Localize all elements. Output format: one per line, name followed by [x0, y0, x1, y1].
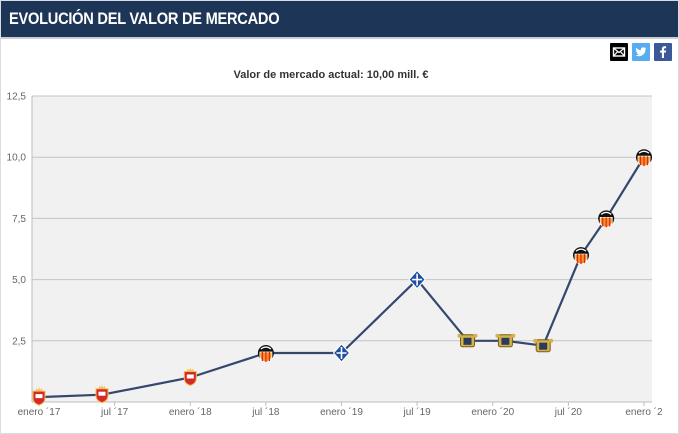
y-tick-label: 7,5: [12, 214, 26, 225]
crest-ear-left: [533, 338, 538, 343]
x-tick-label: enero ´20: [471, 406, 514, 418]
data-point: [32, 387, 46, 406]
crest-bat: [638, 150, 650, 154]
chart-axes: 2,5 5,0 7,5 10,0 12,5 enero ´17 jul ´17 enero ´…: [7, 92, 664, 419]
data-point: [533, 338, 554, 353]
facebook-icon: [660, 46, 667, 58]
x-tick-label: jul ´20: [554, 406, 583, 418]
twitter-icon: [635, 47, 647, 57]
crest-crown: [187, 367, 194, 372]
data-point: [183, 367, 197, 387]
crest-band: [35, 394, 43, 399]
crest-band: [186, 374, 194, 379]
share-email-button[interactable]: [610, 43, 628, 61]
crest-ear-left: [495, 333, 500, 338]
crest-cross: [412, 273, 423, 286]
crest-bat: [600, 211, 612, 215]
crest-band: [98, 391, 106, 396]
crest-stripes: [602, 217, 611, 228]
crest-shield: [463, 337, 472, 345]
data-point: [95, 384, 109, 404]
data-point: [495, 333, 516, 348]
share-twitter-button[interactable]: [632, 43, 650, 61]
y-tick-label: 5,0: [12, 275, 26, 286]
data-point: [598, 210, 615, 228]
data-point: [332, 343, 351, 363]
x-tick-label: enero ´17: [18, 406, 61, 418]
x-tick-label: jul ´18: [251, 406, 280, 418]
data-point: [457, 333, 478, 348]
crest-shield: [539, 342, 548, 350]
chart-title: Valor de mercado actual: 10,00 mill. €: [233, 69, 429, 81]
crest-bat: [575, 248, 587, 252]
x-tick-label: enero ´18: [169, 406, 212, 418]
crest-stripes: [261, 352, 270, 362]
data-point: [408, 269, 426, 290]
crest-stripes: [576, 254, 586, 265]
widget-header: EVOLUCIÓN DEL VALOR DE MERCADO: [1, 1, 678, 39]
crest-stripes: [639, 156, 649, 167]
y-tick-label: 12,5: [7, 92, 27, 103]
envelope-icon: [612, 47, 626, 57]
x-tick-label: enero ´2: [625, 406, 663, 418]
data-point: [257, 345, 274, 363]
y-tick-label: 2,5: [12, 336, 26, 347]
x-tick-label: enero ´19: [320, 406, 363, 418]
data-point: [636, 149, 652, 167]
widget-title: EVOLUCIÓN DEL VALOR DE MERCADO: [9, 9, 280, 28]
chart-markers: [32, 149, 652, 406]
share-facebook-button[interactable]: [654, 43, 672, 61]
x-tick-label: jul ´17: [100, 406, 129, 418]
crest-bat: [260, 346, 272, 350]
y-tick-label: 10,0: [7, 153, 27, 164]
crest-cross: [336, 347, 347, 359]
data-point: [573, 247, 589, 265]
x-tick-label: jul ´19: [403, 406, 432, 418]
crest-ear-left: [457, 333, 462, 338]
crest-ear-right: [473, 333, 478, 338]
crest-crown: [36, 387, 42, 392]
crest-ear-right: [511, 333, 516, 338]
crest-ear-right: [549, 338, 554, 343]
crest-crown: [99, 384, 105, 389]
crest-shield: [501, 337, 510, 345]
